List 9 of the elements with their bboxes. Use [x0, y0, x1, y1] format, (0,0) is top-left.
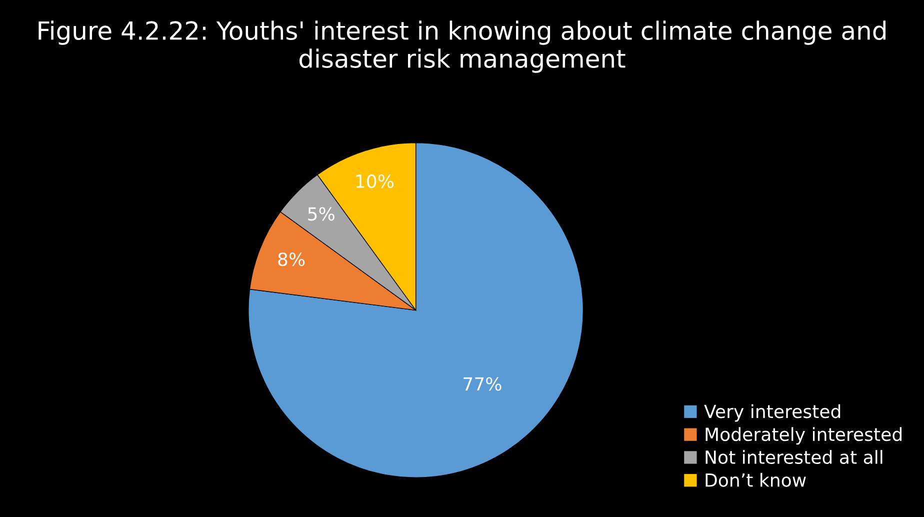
legend-label: Don’t know — [706, 472, 806, 487]
data-label: 77% — [464, 377, 502, 391]
data-label: 5% — [308, 207, 334, 221]
legend-label: Moderately interested — [706, 427, 902, 445]
chart-title: Figure 4.2.22: Youths' interest in knowing about climate change and disaster risk management — [38, 20, 886, 73]
legend-label: Very interested — [704, 404, 840, 422]
data-label: 10% — [356, 174, 394, 188]
legend-label: Not interested at all — [706, 450, 882, 464]
data-label: 8% — [278, 252, 305, 266]
